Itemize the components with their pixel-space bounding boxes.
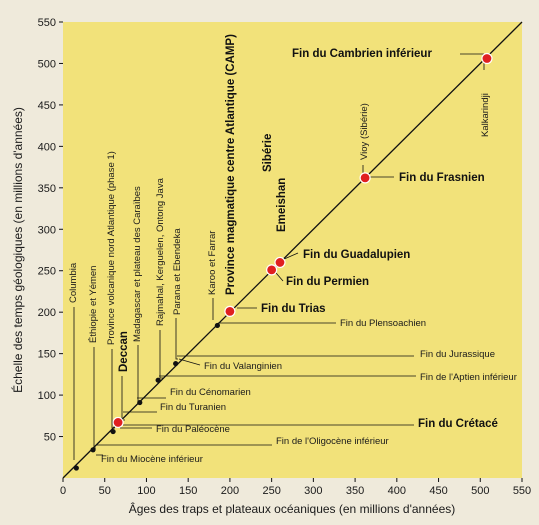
x-tick-label-10: 500 [471,485,489,497]
y-tick-label-8: 450 [38,100,56,112]
x-tick-label-3: 150 [179,485,197,497]
data-point-3 [112,416,124,429]
x-tick-label-6: 300 [304,485,322,497]
event-plensoachien: Fin du Plensoachien [340,318,426,329]
label-siberie: Sibérie [262,134,274,172]
event-turanien: Fin du Turanien [160,402,226,413]
event-cenomarien: Fin du Cénomarien [170,387,251,398]
event-oligocene: Fin de l'Oligocène inférieur [276,436,389,447]
event-aptien: Fin de l'Aptien inférieur [420,372,517,383]
y-tick-label-9: 500 [38,58,56,70]
label-columbia: Columbia [68,262,79,303]
data-point-7 [214,322,220,329]
event-frasnien: Fin du Frasnien [399,172,485,184]
y-tick-label-7: 400 [38,141,56,153]
label-emeishan: Emeishan [276,178,288,232]
leader-line [175,318,178,360]
label-karoo: Karoo et Farrar [207,231,218,295]
x-tick-label-2: 100 [137,485,155,497]
y-tick-label-3: 200 [38,307,56,319]
label-camp: Province magmatique centre Atlantique (C… [225,34,237,295]
y-tick-label-10: 550 [38,17,56,29]
y-tick-label-4: 250 [38,266,56,278]
data-point-11 [359,172,371,184]
leader-line [159,330,163,379]
x-tick-label-4: 200 [221,485,239,497]
label-parana: Parana et Ebendeka [172,228,183,315]
data-point-6 [173,360,179,367]
event-paleocene: Fin du Paléocène [156,424,230,435]
data-point-4 [137,399,143,406]
label-province-nord-atlantique: Province volcanique nord Atlantique (pha… [106,151,117,345]
label-kalkarindji: Kalkarindji [480,93,491,137]
y-tick-label-6: 350 [38,183,56,195]
y-tick-label-0: 50 [44,432,56,444]
x-tick-label-7: 350 [346,485,364,497]
x-tick-label-11: 550 [513,485,531,497]
x-tick-label-5: 250 [262,485,280,497]
x-tick-label-0: 0 [60,485,66,497]
event-miocene: Fin du Miocène inférieur [101,454,203,465]
data-point-9 [266,264,278,276]
label-ethiopie: Éthiopie et Yémen [88,266,99,343]
event-jurassique: Fin du Jurassique [420,349,495,360]
x-tick-label-1: 50 [99,485,111,497]
event-cambrien: Fin du Cambrien inférieur [292,48,432,60]
data-point-1 [90,447,96,453]
y-tick-label-5: 300 [38,224,56,236]
y-axis-title: Échelle des temps géologiques (en millio… [10,107,25,393]
event-permien: Fin du Permien [286,276,369,288]
label-rajmahal: Rajmahal, Kerguelen, Ontong Java [155,177,166,326]
event-guadalupien: Fin du Guadalupien [303,249,410,261]
label-vioy: Vioy (Sibérie) [359,103,370,160]
x-axis-title: Âges des traps et plateaux océaniques (e… [129,501,456,516]
data-point-0 [73,465,79,471]
y-tick-label-1: 100 [38,390,56,402]
x-tick-label-8: 400 [388,485,406,497]
label-madagascar: Madagascar et plateau des Caraïbes [132,186,143,342]
event-trias: Fin du Trias [261,303,326,315]
data-point-12 [481,52,493,65]
x-tick-label-9: 450 [429,485,447,497]
event-cretace: Fin du Crétacé [418,418,498,430]
label-deccan: Deccan [118,331,130,372]
data-point-2 [110,428,116,435]
event-valanginien: Fin du Valanginien [204,361,282,372]
y-tick-label-2: 150 [38,349,56,361]
data-point-8 [224,305,236,317]
data-point-5 [155,377,161,383]
data-point-10 [274,256,286,269]
